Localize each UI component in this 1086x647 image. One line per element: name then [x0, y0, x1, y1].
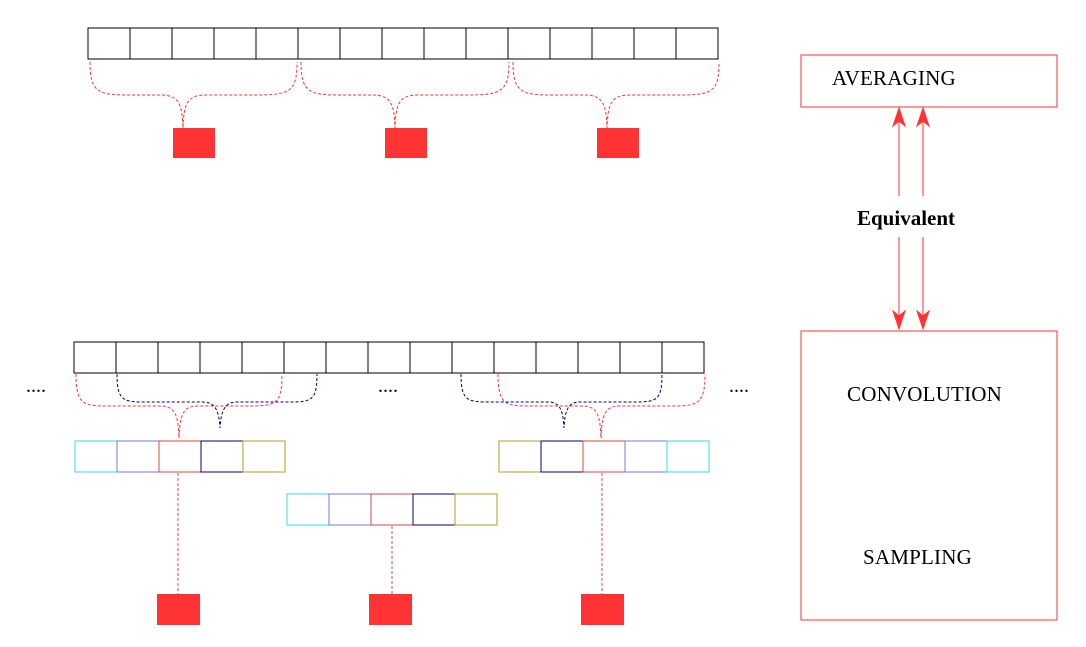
ellipsis-middle: .... [378, 375, 398, 397]
convolution-sampling-box [800, 330, 1058, 621]
arrow-down-left-icon [891, 309, 907, 331]
kernel-cell-violet [116, 440, 160, 473]
kernel-cell-red [370, 493, 414, 526]
input-cell [423, 27, 467, 60]
input-cell [367, 341, 411, 374]
sampling-lines [177, 473, 603, 594]
output-marker-icon [173, 128, 215, 158]
output-marker-icon [597, 128, 639, 158]
averaging-outputs [173, 128, 639, 158]
input-cell [619, 341, 663, 374]
averaging-label: AVERAGING [832, 66, 956, 90]
input-cell [409, 341, 453, 374]
input-cell [493, 341, 537, 374]
conv-blue-brace-right [460, 373, 663, 429]
kernel-cell-gold [498, 440, 542, 473]
input-cell [549, 27, 593, 60]
input-cell [87, 27, 131, 60]
output-marker-icon [581, 594, 624, 625]
averaging-braces [89, 61, 720, 129]
averaging-brace-2 [300, 61, 510, 129]
averaging-input-cells [87, 27, 719, 60]
input-cell [241, 341, 285, 374]
input-cell [507, 27, 551, 60]
kernel-cell-navy [412, 493, 456, 526]
input-cell [255, 27, 299, 60]
input-cell [213, 27, 257, 60]
arrow-up-left-icon [891, 106, 907, 128]
input-cell [115, 341, 159, 374]
equivalence-arrows [891, 106, 931, 331]
kernel-window-right [498, 440, 710, 473]
kernel-cell-violet [328, 493, 372, 526]
kernel-cell-red [158, 440, 202, 473]
averaging-brace-3 [512, 61, 720, 129]
kernel-cell-gold [242, 440, 286, 473]
output-marker-icon [157, 594, 200, 625]
output-marker-icon [385, 128, 427, 158]
arrow-up-right-icon [915, 106, 931, 128]
input-cell [339, 27, 383, 60]
kernel-window-middle [286, 493, 498, 526]
input-cell [199, 341, 243, 374]
kernel-cell-gold [454, 493, 498, 526]
kernel-cell-cyan [666, 440, 710, 473]
sampling-outputs [157, 594, 624, 625]
output-marker-icon [369, 594, 412, 625]
sampling-label: SAMPLING [863, 545, 972, 569]
averaging-box [800, 54, 1058, 108]
convolution-label: CONVOLUTION [847, 382, 1003, 406]
input-cell [661, 341, 705, 374]
equivalent-label: Equivalent [857, 206, 956, 230]
kernel-cell-navy [540, 440, 584, 473]
input-cell [381, 27, 425, 60]
input-cell [675, 27, 719, 60]
ellipsis-left: .... [26, 375, 46, 397]
input-cell [591, 27, 635, 60]
input-cell [297, 27, 341, 60]
kernel-cell-cyan [74, 440, 118, 473]
input-cell [465, 27, 509, 60]
input-cell [451, 341, 495, 374]
kernel-window-left [74, 440, 286, 473]
ellipsis-right: .... [729, 375, 749, 397]
conv-red-brace-right [497, 373, 706, 439]
kernel-cell-violet [624, 440, 668, 473]
convolution-input-cells [73, 341, 705, 374]
convolution-blue-braces [116, 373, 663, 429]
kernel-cell-navy [200, 440, 244, 473]
input-cell [577, 341, 621, 374]
input-cell [73, 341, 117, 374]
convolution-red-braces [75, 373, 706, 439]
input-cell [283, 341, 327, 374]
kernel-cell-cyan [286, 493, 330, 526]
arrow-down-right-icon [915, 309, 931, 331]
input-cell [157, 341, 201, 374]
input-cell [129, 27, 173, 60]
input-cell [633, 27, 677, 60]
input-cell [535, 341, 579, 374]
conv-red-brace-left [75, 373, 283, 439]
kernel-cell-red [582, 440, 626, 473]
input-cell [325, 341, 369, 374]
input-cell [171, 27, 215, 60]
conv-blue-brace-left [116, 373, 318, 429]
averaging-brace-1 [89, 61, 298, 129]
